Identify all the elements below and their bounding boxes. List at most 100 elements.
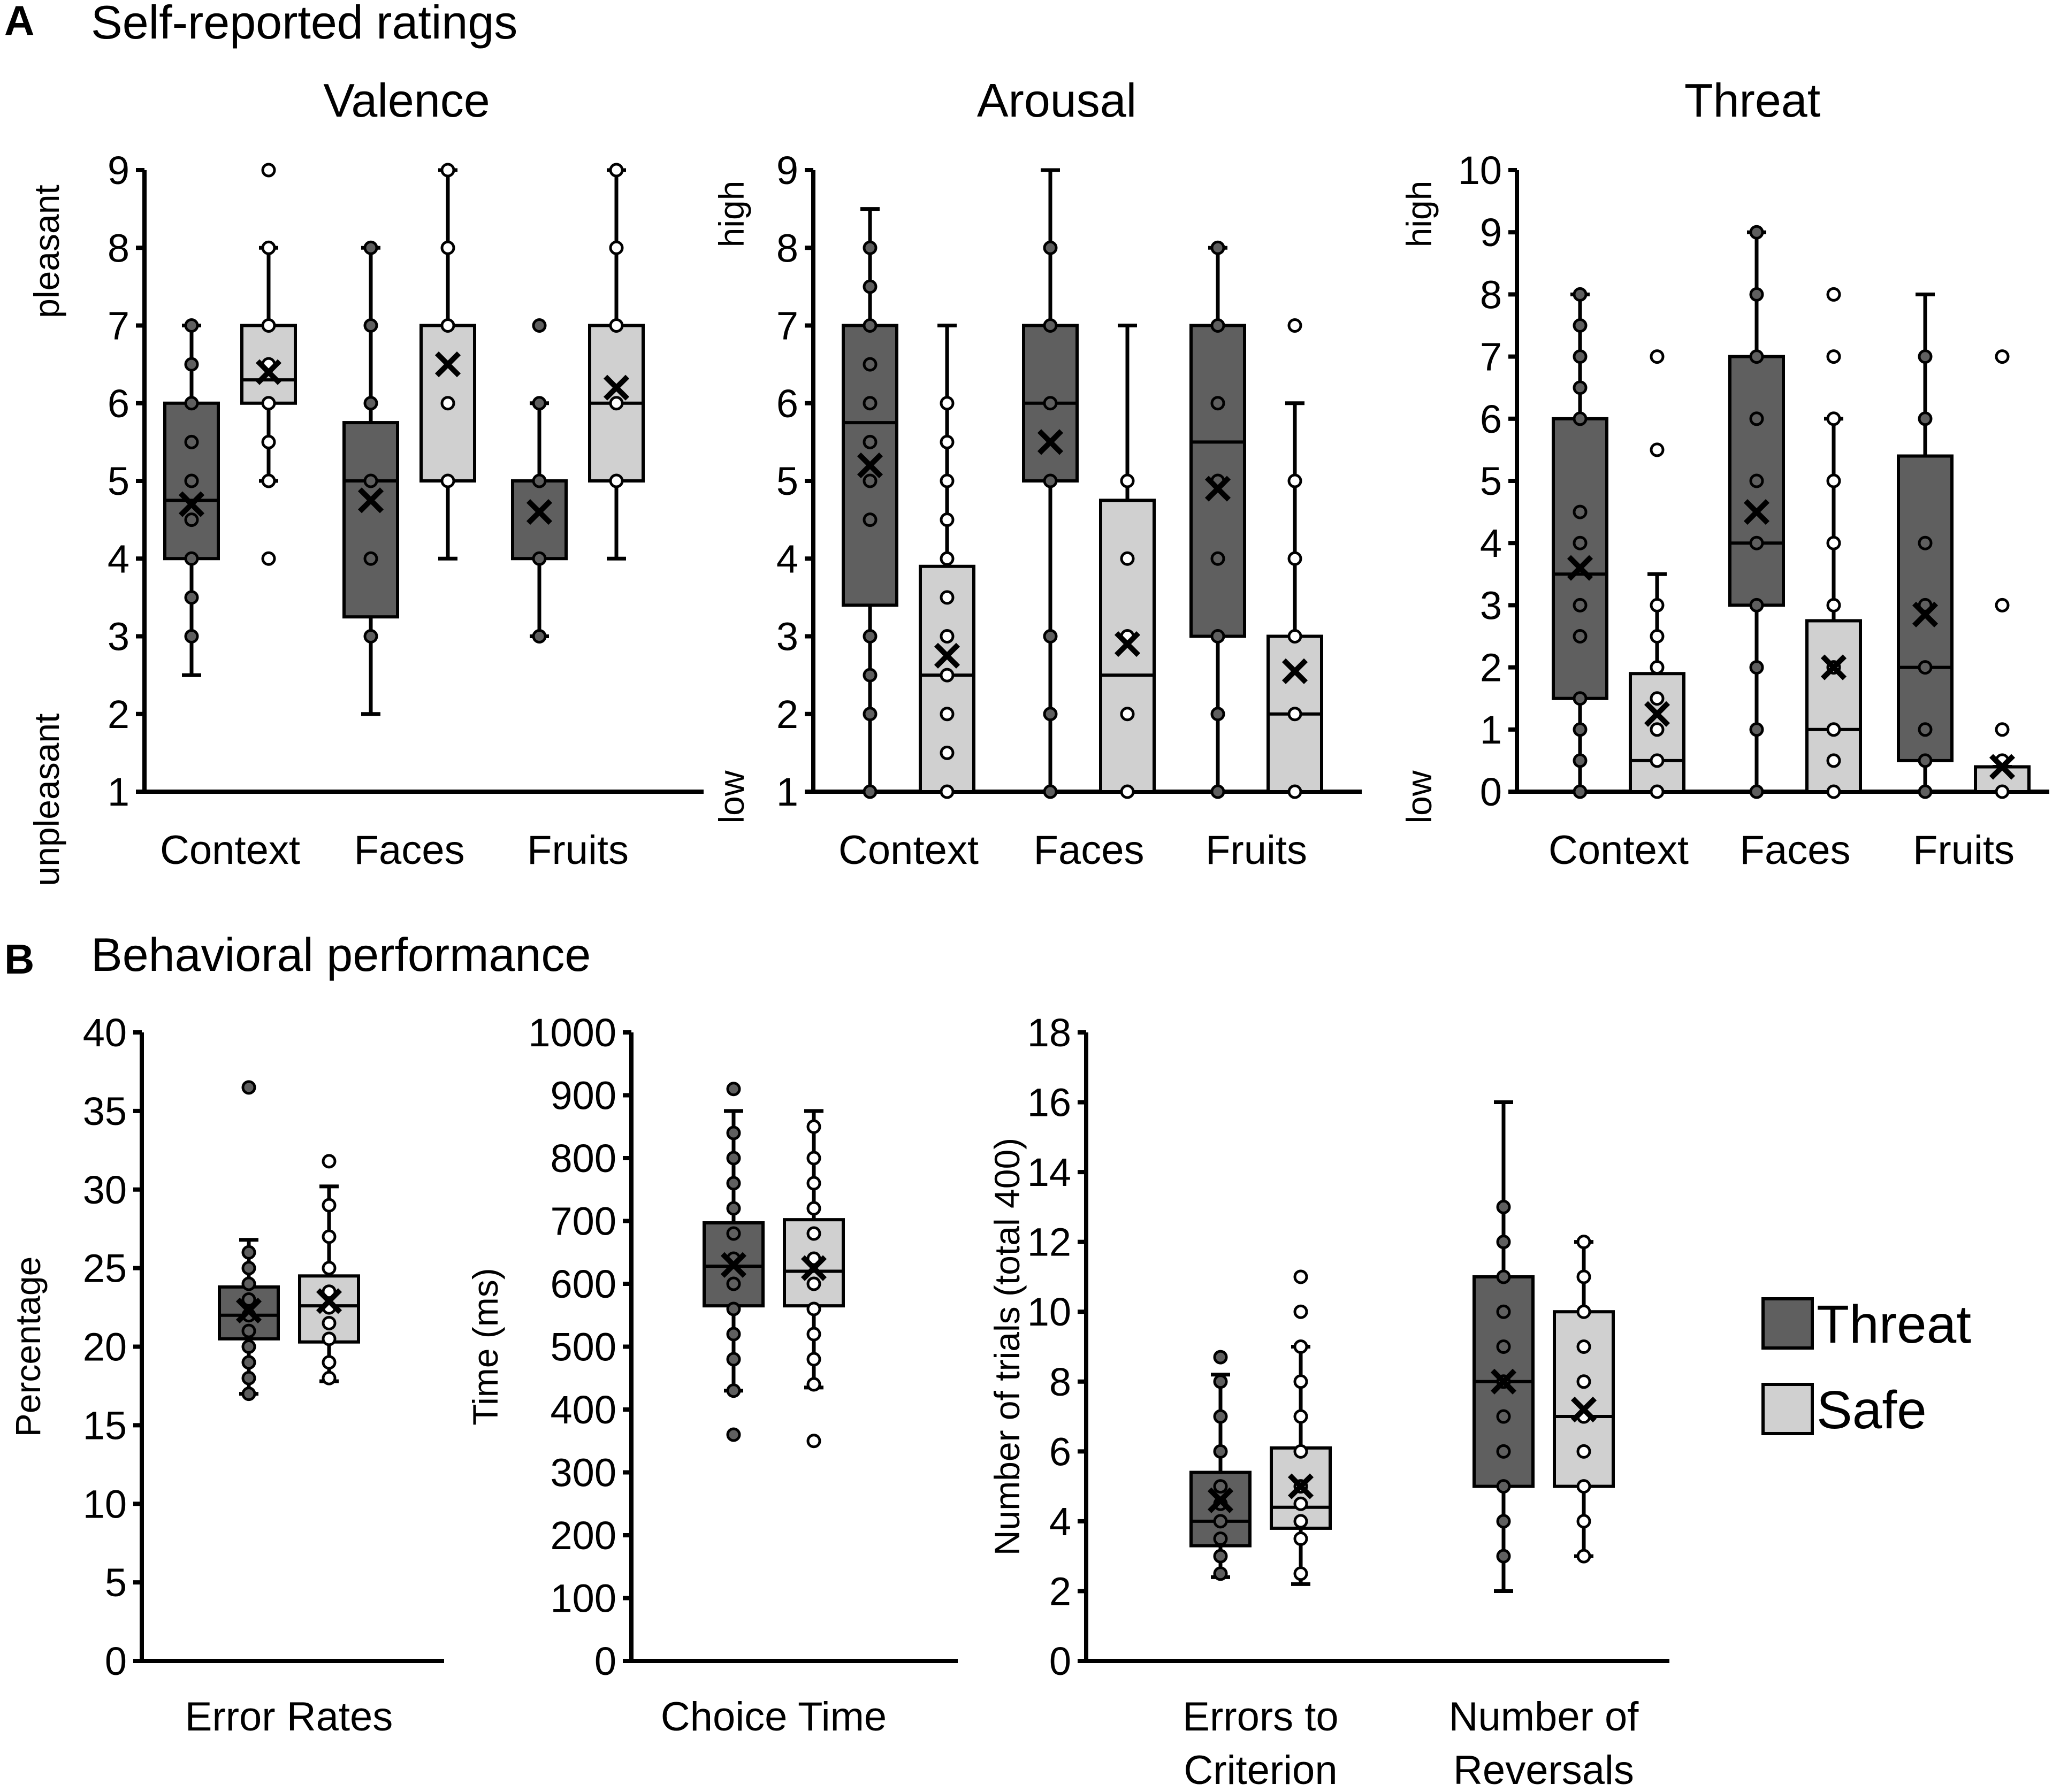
choice-time-y-tick-label: 500 bbox=[551, 1325, 616, 1369]
data-point bbox=[532, 318, 547, 333]
arousal-chart: Arousal high low 1 2 3 4 5 6 7 8 9 Context Faces Fruit… bbox=[712, 74, 1362, 873]
data-point bbox=[1213, 1409, 1228, 1424]
error-rates-y-tick-label: 15 bbox=[83, 1403, 127, 1448]
data-point bbox=[1650, 629, 1665, 644]
valence-box-fruits-threat bbox=[511, 318, 568, 644]
data-point bbox=[1918, 535, 1933, 550]
valence-chart: Valence pleasant unpleasant 1 2 3 4 5 6 7 8 9 Contex… bbox=[27, 74, 704, 886]
threat-y-tick-label: 2 bbox=[1480, 646, 1502, 690]
data-point bbox=[1213, 1531, 1228, 1546]
threat-box-context-safe bbox=[1629, 349, 1685, 799]
valence-box-faces-safe bbox=[419, 163, 476, 561]
error-rates-y-tick-label: 35 bbox=[83, 1089, 127, 1134]
data-point bbox=[726, 1201, 741, 1216]
data-point bbox=[184, 473, 199, 488]
data-point bbox=[1650, 442, 1665, 457]
data-point bbox=[806, 1201, 821, 1216]
data-point bbox=[726, 1125, 741, 1140]
data-point bbox=[1650, 722, 1665, 737]
legend-threat-swatch bbox=[1761, 1297, 1814, 1350]
choice-time-y-tick-label: 600 bbox=[551, 1262, 616, 1306]
data-point bbox=[1496, 1409, 1511, 1424]
legend-safe-swatch bbox=[1761, 1383, 1814, 1435]
data-point bbox=[1213, 1350, 1228, 1365]
data-point bbox=[1213, 1514, 1228, 1529]
data-point bbox=[1749, 225, 1764, 240]
data-point bbox=[806, 1352, 821, 1367]
trials-y-axis-label: Number of trials (total 400) bbox=[987, 1138, 1027, 1556]
threat-box-fruits-threat bbox=[1897, 292, 1954, 799]
valence-box-context-safe bbox=[240, 163, 297, 566]
mean-marker bbox=[934, 642, 960, 669]
data-point bbox=[1213, 1549, 1228, 1564]
error-rates-y-axis-label: Percentage bbox=[8, 1257, 48, 1437]
data-point bbox=[184, 512, 199, 527]
data-point bbox=[726, 1327, 741, 1342]
panel-b-letter: B bbox=[4, 936, 34, 983]
data-point bbox=[1918, 753, 1933, 768]
data-point bbox=[863, 434, 878, 449]
choice-time-y-axis-label: Time (ms) bbox=[466, 1268, 505, 1426]
data-point bbox=[726, 1383, 741, 1398]
mean-marker bbox=[1570, 1396, 1597, 1423]
data-point bbox=[261, 240, 276, 255]
valence-category-label: Fruits bbox=[527, 828, 629, 873]
data-point bbox=[863, 279, 878, 294]
data-point bbox=[184, 318, 199, 333]
mean-marker bbox=[1287, 1473, 1314, 1499]
data-point bbox=[322, 1198, 337, 1213]
data-point bbox=[1576, 1514, 1591, 1529]
data-point bbox=[1826, 349, 1841, 364]
mean-marker bbox=[1567, 555, 1593, 581]
trials-y-tick-label: 12 bbox=[1027, 1220, 1071, 1265]
data-point bbox=[241, 1370, 256, 1385]
threat-y-tick-label: 0 bbox=[1480, 770, 1502, 814]
mean-marker bbox=[1989, 754, 2016, 780]
data-point bbox=[1287, 707, 1302, 722]
choice-time-y-tick-label: 700 bbox=[551, 1199, 616, 1244]
data-point bbox=[1287, 784, 1302, 799]
arousal-box-faces-safe bbox=[1099, 324, 1156, 799]
threat-box-faces-safe bbox=[1805, 287, 1862, 799]
data-point bbox=[1573, 691, 1588, 706]
threat-box-fruits-safe bbox=[1974, 349, 2031, 799]
arousal-category-label: Fruits bbox=[1206, 828, 1307, 873]
data-point bbox=[184, 396, 199, 411]
data-point bbox=[1043, 629, 1058, 644]
trials-y-tick-label: 2 bbox=[1049, 1569, 1071, 1613]
data-point bbox=[940, 784, 955, 799]
data-point bbox=[609, 163, 624, 178]
data-point bbox=[184, 590, 199, 605]
error-rates-box-error-rates-safe bbox=[298, 1154, 360, 1385]
data-point bbox=[1213, 1566, 1228, 1581]
data-point bbox=[440, 163, 455, 178]
data-point bbox=[1496, 1269, 1511, 1284]
data-point bbox=[1826, 287, 1841, 302]
data-point bbox=[1995, 598, 2010, 612]
box-iqr bbox=[511, 479, 568, 561]
trials-y-tick-label: 10 bbox=[1027, 1290, 1071, 1334]
data-point bbox=[1043, 240, 1058, 255]
data-point bbox=[241, 1245, 256, 1260]
trials-box-number-of-reversals-threat bbox=[1472, 1100, 1535, 1593]
data-point bbox=[1293, 1409, 1308, 1424]
trials-y-tick-label: 6 bbox=[1049, 1429, 1071, 1474]
data-point bbox=[261, 551, 276, 566]
panel-a-letter: A bbox=[4, 0, 34, 44]
valence-y-tick-label: 4 bbox=[108, 537, 129, 581]
data-point bbox=[1573, 349, 1588, 364]
data-point bbox=[1576, 1549, 1591, 1564]
error-rates-box-error-rates-threat bbox=[218, 1080, 280, 1402]
arousal-y-tick-label: 6 bbox=[776, 381, 798, 426]
data-point bbox=[532, 473, 547, 488]
box-iqr bbox=[1553, 1310, 1615, 1488]
arousal-y-tick-label: 1 bbox=[776, 770, 798, 814]
data-point bbox=[241, 1080, 256, 1095]
data-point bbox=[1650, 753, 1665, 768]
data-point bbox=[806, 1377, 821, 1392]
data-point bbox=[1918, 722, 1933, 737]
data-point bbox=[1749, 287, 1764, 302]
data-point bbox=[726, 1151, 741, 1166]
box-iqr bbox=[342, 421, 399, 619]
valence-y-tick-label: 8 bbox=[108, 226, 129, 270]
